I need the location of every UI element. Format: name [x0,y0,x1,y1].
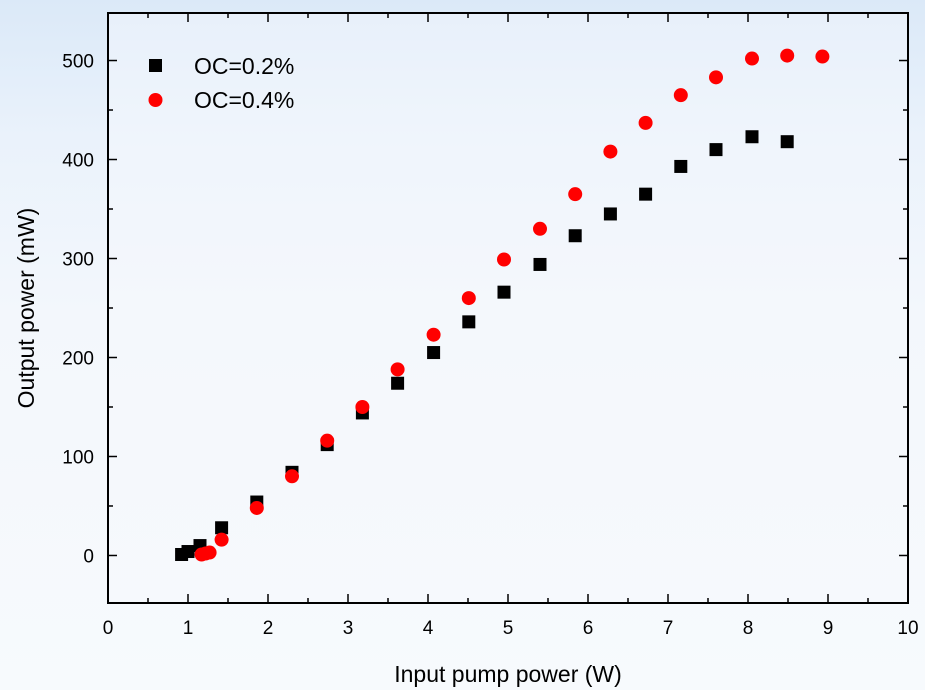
x-axis-title: Input pump power (W) [394,661,622,687]
data-point-square [181,545,195,559]
y-tick-label: 100 [62,447,94,468]
legend-marker-oc-0-2 [149,59,162,72]
y-tick-label: 300 [62,250,94,271]
x-tick-label: 10 [897,618,918,639]
y-tick-label: 400 [62,151,94,172]
x-tick-label: 5 [503,618,514,639]
x-tick-label: 2 [263,618,274,639]
x-tick-label: 9 [823,618,834,639]
data-point-circle [638,115,653,130]
data-point-square [462,315,476,329]
x-tick-label: 7 [663,618,674,639]
data-point-circle [497,252,511,267]
data-point-square [391,376,405,390]
data-point-circle [214,532,229,547]
data-point-circle [815,49,830,64]
data-point-square [568,229,582,243]
x-tick-label: 3 [343,618,354,639]
legend-label-oc-0-4: OC=0.4% [194,87,294,113]
y-tick-label: 200 [62,348,94,369]
y-tick-label: 500 [62,52,94,73]
data-point-circle [426,327,441,342]
y-tick-label: 0 [83,546,94,567]
data-point-square [427,346,441,360]
plot-frame [107,12,909,604]
data-point-square [533,257,547,271]
data-point-circle [320,433,335,448]
data-point-circle [603,144,618,159]
x-tick-label: 0 [103,618,114,639]
data-point-circle [745,51,759,66]
data-point-square [603,207,617,221]
legend-marker-oc-0-4 [148,93,163,107]
data-point-square [215,521,229,535]
data-point-circle [249,500,264,515]
data-point-circle [673,88,688,103]
data-point-square [745,130,759,144]
data-point-square [780,135,794,149]
data-point-square [709,143,723,157]
legend-label-oc-0-2: OC=0.2% [194,53,294,79]
x-tick-label: 8 [743,618,754,639]
plot-area [108,13,908,603]
data-point-circle [709,70,723,85]
data-point-square [497,285,511,299]
data-point-circle [461,291,476,306]
y-axis-title: Output power (mW) [13,208,39,409]
data-point-square [639,187,653,201]
data-point-circle [533,221,547,236]
legend: OC=0.2% OC=0.4% [148,53,294,113]
data-point-circle [780,48,795,63]
data-point-circle [202,545,217,560]
x-tick-label: 1 [183,618,194,639]
x-tick-label: 6 [583,618,594,639]
data-point-circle [355,399,370,414]
data-point-circle [568,187,583,202]
data-point-square [674,159,688,173]
data-point-circle [285,469,299,484]
x-tick-label: 4 [423,618,434,639]
data-point-circle [390,362,405,377]
